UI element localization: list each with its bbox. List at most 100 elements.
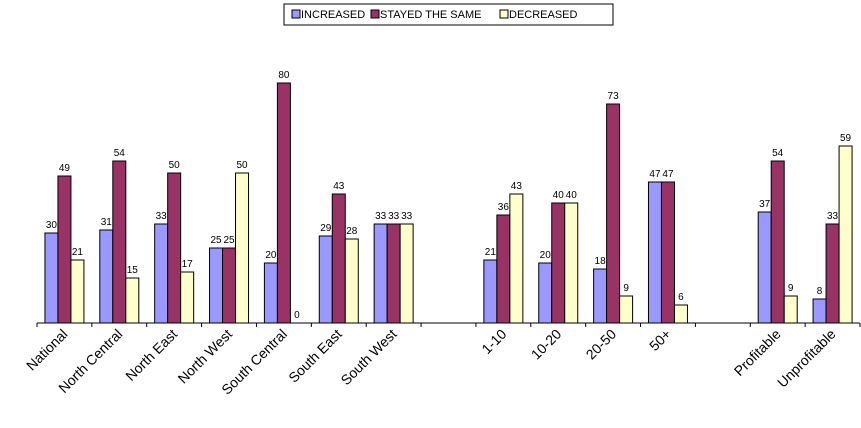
- data-label-south-central-stayed-the-same: 80: [278, 70, 290, 81]
- data-label-south-east-decreased: 28: [346, 226, 358, 237]
- bar-1-10-decreased: [509, 193, 524, 324]
- bar-national-decreased: [70, 259, 85, 324]
- data-label-profitable-increased: 37: [759, 199, 771, 210]
- tick-label-unprofitable: Unprofitable: [774, 326, 839, 391]
- bar-50--decreased: [673, 304, 688, 324]
- data-label-1-10-decreased: 43: [511, 181, 523, 192]
- data-label-20-50-stayed-the-same: 73: [608, 91, 620, 102]
- tick-label-50-: 50+: [646, 326, 674, 354]
- bar-north-west-decreased: [235, 172, 250, 324]
- tick-label-national: National: [23, 326, 71, 374]
- bar-north-west-stayed-the-same: [222, 247, 237, 324]
- data-label-10-20-stayed-the-same: 40: [553, 190, 565, 201]
- data-label-10-20-decreased: 40: [566, 190, 578, 201]
- tick-label-south-west: South West: [337, 326, 399, 388]
- data-label-1-10-increased: 21: [485, 247, 497, 258]
- bar-north-east-decreased: [180, 271, 195, 324]
- bar-north-west-increased: [209, 247, 224, 324]
- bar-north-east-increased: [154, 223, 169, 324]
- bar-10-20-decreased: [564, 202, 579, 324]
- data-label-north-west-decreased: 50: [236, 160, 248, 171]
- data-label-north-west-increased: 25: [210, 235, 222, 246]
- legend-box: [283, 3, 614, 26]
- bar-20-50-decreased: [619, 295, 634, 324]
- data-label-50--decreased: 6: [678, 292, 684, 303]
- bar-south-west-increased: [373, 223, 388, 324]
- tick-label-profitable: Profitable: [731, 326, 784, 379]
- data-label-north-west-stayed-the-same: 25: [223, 235, 235, 246]
- bar-south-east-decreased: [344, 238, 359, 324]
- bar-south-west-decreased: [399, 223, 414, 324]
- data-label-south-central-decreased: 0: [294, 310, 300, 321]
- bar-south-central-increased: [263, 262, 278, 324]
- bar-profitable-stayed-the-same: [770, 160, 785, 324]
- tick-label-20-50: 20-50: [583, 326, 620, 363]
- bar-national-increased: [44, 232, 59, 324]
- data-label-north-east-stayed-the-same: 50: [169, 160, 181, 171]
- tick-label-south-east: South East: [285, 326, 345, 386]
- data-label-20-50-increased: 18: [595, 256, 607, 267]
- data-label-50--increased: 47: [649, 169, 661, 180]
- data-label-national-increased: 30: [46, 220, 58, 231]
- data-label-unprofitable-decreased: 59: [840, 133, 852, 144]
- data-label-50--stayed-the-same: 47: [662, 169, 674, 180]
- legend-swatch-stayed-the-same: [370, 9, 380, 19]
- data-label-10-20-increased: 20: [540, 250, 552, 261]
- data-label-south-east-stayed-the-same: 43: [333, 181, 345, 192]
- legend-label-stayed-the-same: STAYED THE SAME: [380, 9, 481, 21]
- data-label-north-central-increased: 31: [101, 217, 113, 228]
- bar-unprofitable-stayed-the-same: [825, 223, 840, 324]
- legend-swatch-decreased: [499, 9, 509, 19]
- data-label-profitable-decreased: 9: [788, 283, 794, 294]
- legend: INCREASED STAYED THE SAME DECREASED: [283, 3, 614, 26]
- bar-10-20-increased: [538, 262, 553, 324]
- legend-label-decreased: DECREASED: [509, 9, 578, 21]
- bar-50--increased: [647, 181, 662, 324]
- data-label-national-decreased: 21: [72, 247, 84, 258]
- data-label-north-east-decreased: 17: [182, 259, 194, 270]
- x-axis: [36, 322, 861, 327]
- bar-north-central-decreased: [125, 277, 140, 324]
- bar-north-central-increased: [99, 229, 114, 324]
- bar-1-10-increased: [483, 259, 498, 324]
- data-label-national-stayed-the-same: 49: [59, 163, 71, 174]
- bar-south-west-stayed-the-same: [386, 223, 401, 324]
- tick-label-1-10: 1-10: [478, 326, 509, 357]
- data-label-unprofitable-stayed-the-same: 33: [827, 211, 839, 222]
- tick-label-north-east: North East: [122, 326, 180, 384]
- data-label-1-10-stayed-the-same: 36: [498, 202, 510, 213]
- data-label-south-east-increased: 29: [320, 223, 332, 234]
- tick-label-10-20: 10-20: [528, 326, 565, 363]
- data-label-north-central-stayed-the-same: 54: [114, 148, 126, 159]
- bar-profitable-increased: [757, 211, 772, 324]
- bars: [44, 82, 853, 324]
- data-label-south-central-increased: 20: [265, 250, 277, 261]
- data-label-profitable-stayed-the-same: 54: [772, 148, 784, 159]
- bar-50--stayed-the-same: [660, 181, 675, 324]
- bar-south-east-stayed-the-same: [331, 193, 346, 324]
- bar-south-east-increased: [318, 235, 333, 324]
- bar-south-central-stayed-the-same: [276, 82, 291, 324]
- data-label-north-east-increased: 33: [156, 211, 168, 222]
- bar-20-50-stayed-the-same: [606, 103, 621, 324]
- bar-unprofitable-decreased: [838, 145, 853, 324]
- legend-swatch-increased: [291, 9, 301, 19]
- bar-20-50-increased: [593, 268, 608, 324]
- bar-10-20-stayed-the-same: [551, 202, 566, 324]
- data-label-north-central-decreased: 15: [127, 265, 139, 276]
- bar-unprofitable-increased: [812, 298, 827, 324]
- bar-1-10-stayed-the-same: [496, 214, 511, 324]
- bar-north-central-stayed-the-same: [112, 160, 127, 324]
- legend-label-increased: INCREASED: [301, 9, 365, 21]
- data-label-south-west-increased: 33: [375, 211, 387, 222]
- bar-national-stayed-the-same: [57, 175, 72, 324]
- data-label-unprofitable-increased: 8: [817, 286, 823, 297]
- data-label-south-west-decreased: 33: [401, 211, 413, 222]
- data-label-south-west-stayed-the-same: 33: [388, 211, 400, 222]
- bar-north-east-stayed-the-same: [167, 172, 182, 324]
- data-label-20-50-decreased: 9: [623, 283, 629, 294]
